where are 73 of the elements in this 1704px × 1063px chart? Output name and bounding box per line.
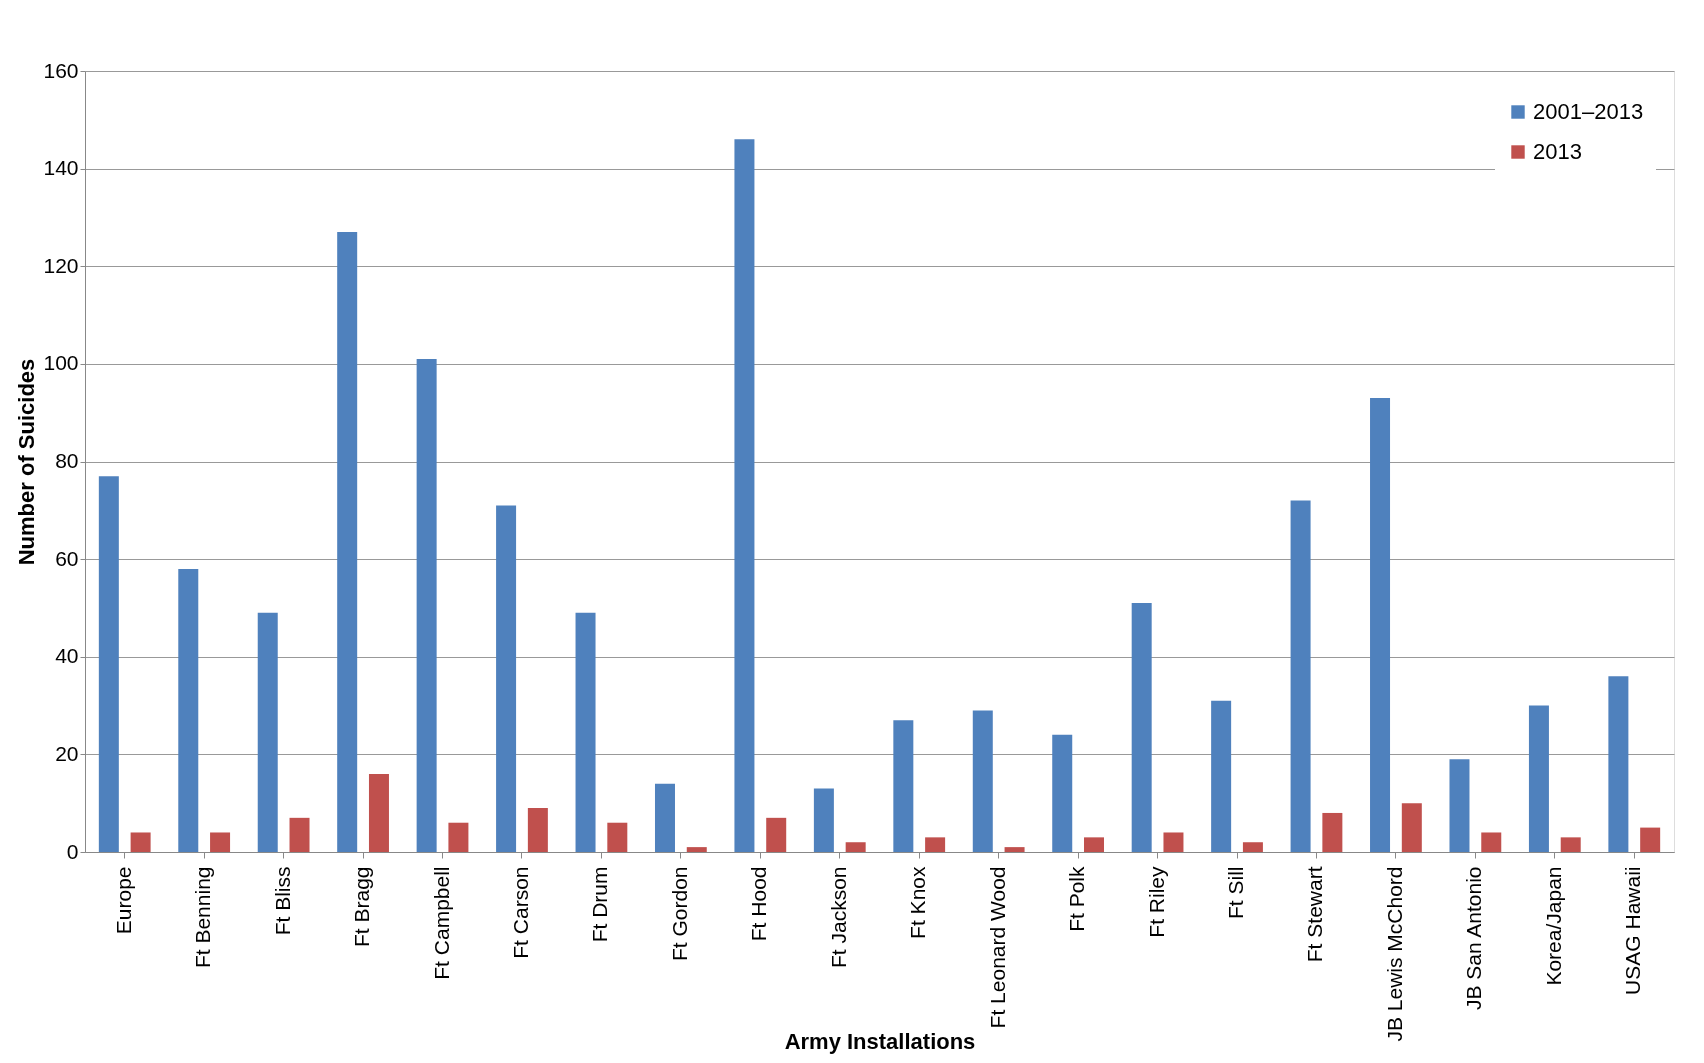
- x-tick-label: Ft Carson: [508, 866, 532, 959]
- bar: [1242, 842, 1263, 852]
- bar: [1322, 812, 1343, 852]
- bar: [178, 568, 199, 852]
- x-tick-label: Ft Benning: [191, 866, 215, 969]
- x-tick-label: Ft Drum: [588, 866, 612, 943]
- bar: [337, 232, 358, 852]
- bar: [1004, 847, 1025, 852]
- bar: [734, 139, 755, 852]
- x-tick-label: Ft Gordon: [667, 866, 691, 962]
- bar: [575, 612, 596, 852]
- bar: [1163, 832, 1184, 852]
- bar: [893, 720, 914, 852]
- bar: [607, 822, 628, 852]
- x-tick-label: Ft Campbell: [429, 866, 453, 980]
- bar: [1370, 398, 1391, 852]
- bar: [1528, 705, 1549, 852]
- x-tick-label: Ft Leonard Wood: [985, 866, 1009, 1029]
- bar: [686, 847, 707, 852]
- x-tick-label: JB San Antonio: [1462, 866, 1486, 1011]
- bar: [766, 817, 787, 852]
- x-tick-label: Ft Hood: [747, 866, 771, 942]
- bar: [1290, 500, 1311, 852]
- bar: [448, 822, 469, 852]
- bar: [416, 358, 437, 852]
- y-tick-label: 60: [55, 546, 79, 570]
- bar: [368, 773, 389, 852]
- bar: [813, 788, 834, 852]
- y-tick-label: 80: [55, 449, 79, 472]
- y-tick-label: 0: [66, 839, 79, 863]
- bar: [1481, 832, 1502, 852]
- x-tick-label: Ft Jackson: [826, 866, 850, 969]
- bar: [130, 832, 151, 852]
- bar: [527, 808, 548, 852]
- x-tick-label: Korea/Japan: [1541, 866, 1565, 986]
- bar: [654, 783, 675, 852]
- y-axis-title: Number of Suicides: [14, 358, 40, 566]
- legend-label: 2001–2013: [1533, 99, 1644, 124]
- bar: [925, 837, 946, 852]
- bar: [289, 817, 310, 852]
- bar: [1608, 676, 1629, 852]
- bar: [1131, 603, 1152, 852]
- x-axis-title: Army Installations: [784, 1028, 976, 1054]
- bar: [98, 476, 119, 852]
- x-tick-label: Ft Knox: [906, 866, 930, 939]
- x-tick-label: Ft Stewart: [1303, 866, 1327, 963]
- bar: [496, 505, 517, 852]
- y-tick-label: 160: [43, 58, 79, 82]
- x-tick-label: Ft Riley: [1144, 866, 1168, 938]
- x-tick-label: Ft Polk: [1065, 866, 1089, 932]
- y-tick-label: 120: [43, 253, 79, 277]
- bar: [1640, 827, 1661, 852]
- bar: [1401, 803, 1422, 852]
- x-tick-label: JB Lewis McChord: [1382, 866, 1406, 1042]
- legend-label: 2013: [1533, 139, 1582, 164]
- x-tick-label: Europe: [111, 866, 135, 935]
- x-tick-label: Ft Sill: [1224, 866, 1248, 919]
- bar: [1211, 700, 1232, 852]
- bar: [1084, 837, 1105, 852]
- bar: [1052, 734, 1073, 852]
- x-tick-label: USAG Hawaii: [1621, 866, 1645, 995]
- x-tick-label: Ft Bliss: [270, 866, 294, 936]
- bar: [972, 710, 993, 852]
- y-tick-label: 20: [55, 741, 79, 765]
- y-tick-label: 40: [55, 644, 79, 668]
- bar: [210, 832, 231, 852]
- bar: [257, 612, 278, 852]
- bar: [1449, 759, 1470, 852]
- x-tick-label: Ft Bragg: [350, 866, 374, 948]
- y-tick-label: 140: [43, 156, 79, 180]
- y-tick-label: 100: [43, 351, 79, 375]
- bar: [845, 842, 866, 852]
- bar: [1560, 837, 1581, 852]
